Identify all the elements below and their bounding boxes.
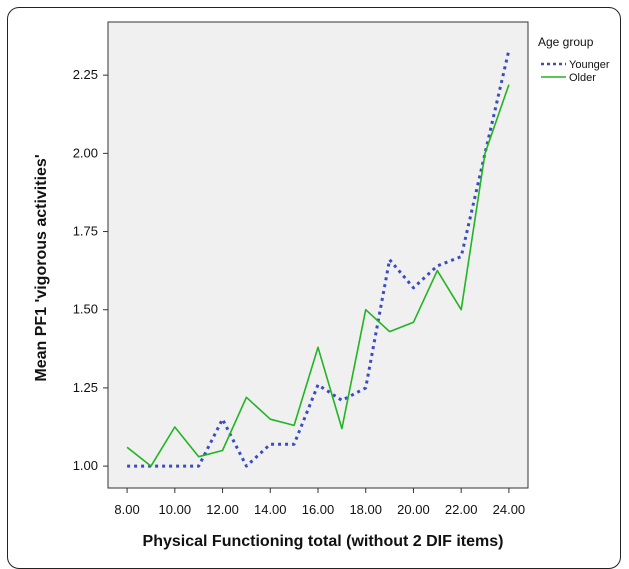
y-tick-label: 2.25: [73, 67, 98, 82]
legend-label-younger: Younger: [569, 59, 610, 71]
y-axis-title: Mean PF1 'vigorous activities': [33, 154, 50, 381]
legend-title: Age group: [538, 35, 594, 49]
x-axis: 8.00 10.00 12.00 14.00 16.00 18.00 20.00 22.00 2…: [114, 488, 525, 517]
y-tick-label: 1.75: [73, 224, 98, 239]
x-tick-label: 22.00: [445, 502, 478, 517]
x-tick-label: 14.00: [254, 502, 287, 517]
x-axis-title: Physical Functioning total (without 2 DI…: [143, 533, 504, 550]
y-axis: 1.00 1.25 1.50 1.75 2.00 2.25: [73, 67, 108, 473]
y-tick-label: 1.00: [73, 458, 98, 473]
series-line-older: [126, 84, 510, 467]
x-tick-label: 10.00: [159, 502, 192, 517]
x-tick-label: 8.00: [114, 502, 139, 517]
series-lines: [126, 49, 511, 468]
y-tick-label: 1.50: [73, 302, 98, 317]
plot-area: [107, 21, 529, 489]
legend-label-older: Older: [569, 72, 596, 84]
x-tick-label: 12.00: [206, 502, 239, 517]
line-chart: 1.00 1.25 1.50 1.75 2.00 2.25 8.00 10.00 12.00 1…: [33, 21, 610, 550]
x-tick-label: 24.00: [493, 502, 526, 517]
y-tick-label: 2.00: [73, 145, 98, 160]
y-tick-label: 1.25: [73, 380, 98, 395]
legend: Age group Younger Older: [538, 35, 610, 84]
x-tick-label: 20.00: [397, 502, 430, 517]
x-tick-label: 16.00: [302, 502, 335, 517]
series-line-younger: [127, 49, 511, 468]
x-tick-label: 18.00: [349, 502, 382, 517]
